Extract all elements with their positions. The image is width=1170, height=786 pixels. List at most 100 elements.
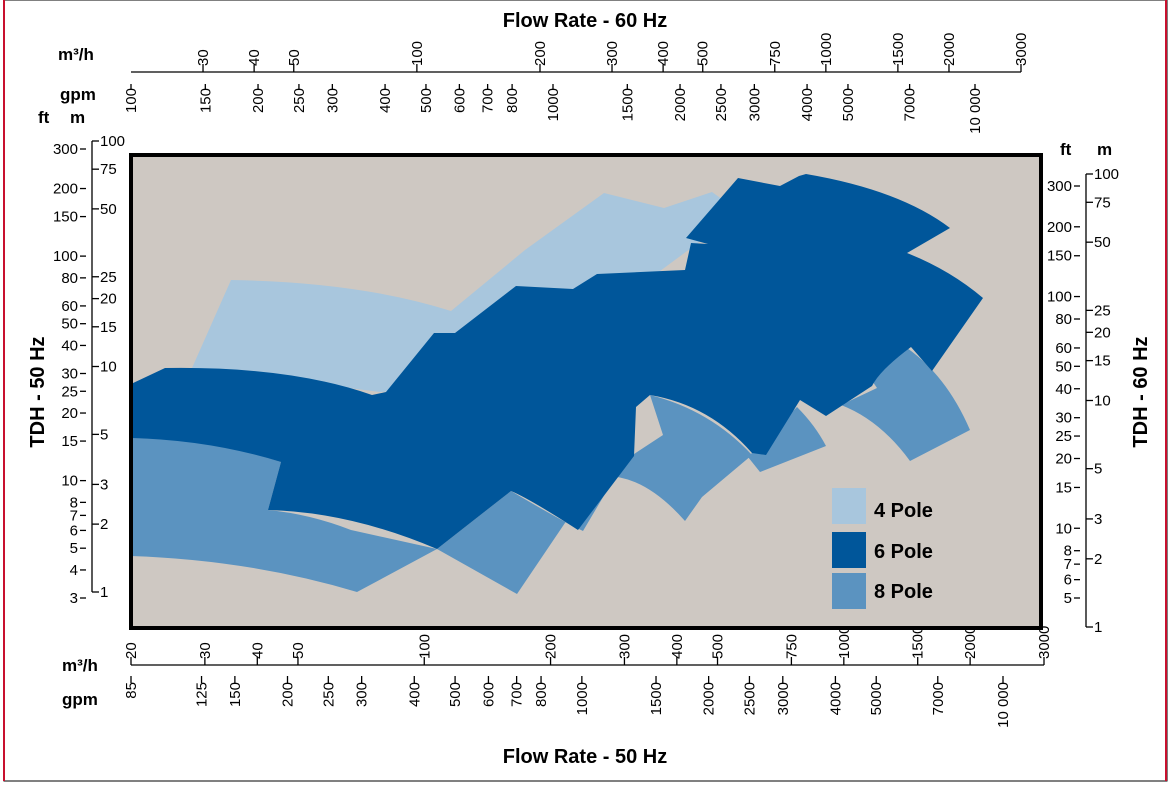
right-ft-label: 7 [1064, 556, 1072, 573]
bottom-m3h-label: 50 [290, 642, 307, 659]
left-ft-label: 4 [70, 562, 78, 579]
bottom-gpm-label: 1000 [574, 682, 591, 715]
right-ft-label: 30 [1055, 410, 1072, 427]
legend: 4 Pole 6 Pole 8 Pole [832, 488, 933, 609]
left-ft-label: 60 [61, 298, 78, 315]
top-gpm-unit: gpm [60, 85, 96, 104]
top-title: Flow Rate - 60 Hz [503, 10, 667, 32]
right-m-label: 100 [1094, 166, 1119, 183]
bottom-gpm-label: 200 [279, 682, 296, 707]
left-m-label: 75 [100, 161, 117, 178]
plot-border [129, 153, 1043, 630]
right-ft-label: 6 [1064, 572, 1072, 589]
bottom-m3h-label: 40 [249, 642, 266, 659]
left-ft-label: 50 [61, 316, 78, 333]
region-6-pole [131, 174, 983, 549]
right-ft-label: 10 [1055, 520, 1072, 537]
left-m-label: 10 [100, 359, 117, 376]
right-ft-label: 25 [1055, 428, 1072, 445]
right-ft-label: 80 [1055, 311, 1072, 328]
top-gpm-label: 10 000 [967, 88, 984, 134]
bottom-gpm-label: 1500 [648, 682, 665, 715]
left-m-label: 50 [100, 201, 117, 218]
bottom-m3h-label: 2000 [962, 626, 979, 659]
left-ft-label: 7 [70, 507, 78, 524]
region-4-pole [192, 192, 740, 392]
left-ft-label: 200 [53, 181, 78, 198]
right-m-label: 1 [1094, 619, 1102, 636]
right-ft-label: 100 [1047, 289, 1072, 306]
region-8-pole-left [131, 438, 437, 592]
bottom-m3h-label: 30 [197, 642, 214, 659]
bottom-title: Flow Rate - 50 Hz [503, 746, 667, 768]
top-m3h-label: 200 [532, 41, 549, 66]
legend-swatch-4-pole [832, 488, 866, 524]
legend-swatch-8-pole [832, 573, 866, 609]
top-m3h-label: 3000 [1013, 33, 1030, 66]
top-gpm-label: 300 [324, 88, 341, 113]
top-m3h-label: 400 [655, 41, 672, 66]
right-ft-label: 60 [1055, 340, 1072, 357]
bottom-gpm-label: 2500 [741, 682, 758, 715]
left-ft-label: 25 [61, 383, 78, 400]
bottom-gpm-label: 500 [447, 682, 464, 707]
right-ft-label: 20 [1055, 451, 1072, 468]
bottom-gpm-label: 700 [509, 682, 526, 707]
right-ft-label: 200 [1047, 219, 1072, 236]
top-gpm-label: 2500 [713, 88, 730, 121]
top-m3h-label: 500 [695, 41, 712, 66]
top-gpm-label: 250 [291, 88, 308, 113]
bottom-m3h-label: 300 [616, 634, 633, 659]
top-m3h-label: 100 [409, 41, 426, 66]
right-m-label: 2 [1094, 551, 1102, 568]
left-m-label: 100 [100, 133, 125, 150]
right-title: TDH - 60 Hz [1130, 336, 1152, 447]
top-gpm-label: 1500 [619, 88, 636, 121]
left-ft-label: 80 [61, 270, 78, 287]
legend-label-6-pole: 6 Pole [874, 541, 933, 563]
legend-label-8-pole: 8 Pole [874, 581, 933, 603]
right-ft-label: 8 [1064, 543, 1072, 560]
top-gpm-label: 800 [504, 88, 521, 113]
bottom-gpm-label: 250 [320, 682, 337, 707]
top-gpm-label: 700 [480, 88, 497, 113]
bottom-m3h-label: 3000 [1036, 626, 1053, 659]
top-gpm-label: 2000 [672, 88, 689, 121]
right-ft-label: 5 [1064, 590, 1072, 607]
right-ft-unit: ft [1060, 140, 1072, 159]
bottom-gpm-label: 3000 [775, 682, 792, 715]
top-m3h-label: 750 [767, 41, 784, 66]
left-ft-label: 40 [61, 337, 78, 354]
left-m-label: 5 [100, 426, 108, 443]
region-8-pole-right [748, 407, 826, 472]
top-m3h-label: 1500 [890, 33, 907, 66]
left-m-label: 15 [100, 319, 117, 336]
right-m-label: 75 [1094, 194, 1111, 211]
left-ft-label: 30 [61, 366, 78, 383]
left-title: TDH - 50 Hz [27, 336, 49, 447]
left-ft-label: 100 [53, 248, 78, 265]
x-axis-60hz: Flow Rate - 60 Hz m³/h gpm 30 40 50 100 200 3… [58, 10, 1030, 134]
bottom-gpm-label: 2000 [701, 682, 718, 715]
bottom-gpm-label: 5000 [868, 682, 885, 715]
top-gpm-label: 1000 [545, 88, 562, 121]
top-m3h-unit: m³/h [58, 45, 94, 64]
top-gpm-label: 200 [250, 88, 267, 113]
left-m-label: 3 [100, 476, 108, 493]
left-ft-label: 20 [61, 405, 78, 422]
right-ft-label: 150 [1047, 248, 1072, 265]
right-m-label: 3 [1094, 511, 1102, 528]
right-ft-label: 15 [1055, 479, 1072, 496]
bottom-m3h-label: 100 [416, 634, 433, 659]
bottom-m3h-label: 750 [783, 634, 800, 659]
right-ft-label: 40 [1055, 381, 1072, 398]
top-gpm-label: 4000 [799, 88, 816, 121]
top-m3h-label: 30 [195, 49, 212, 66]
left-ft-label: 5 [70, 540, 78, 557]
left-m-label: 2 [100, 516, 108, 533]
bottom-m3h-label: 20 [123, 642, 140, 659]
bottom-gpm-label: 10 000 [995, 682, 1012, 728]
left-m-label: 20 [100, 291, 117, 308]
bottom-gpm-unit: gpm [62, 690, 98, 709]
y-axis-50hz: TDH - 50 Hz ft m 30020015010080605040302… [27, 108, 125, 607]
